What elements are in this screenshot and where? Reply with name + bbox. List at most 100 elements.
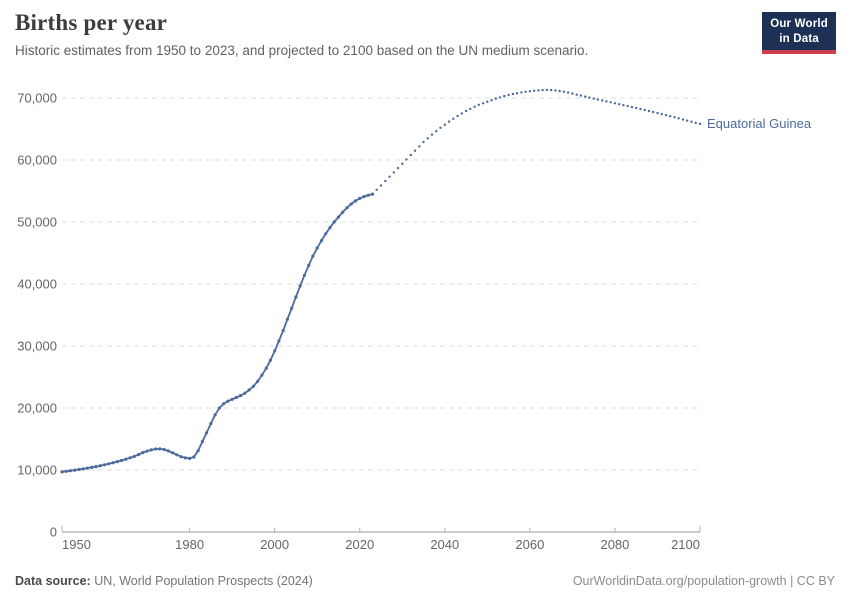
data-point-marker bbox=[141, 451, 145, 455]
data-point-marker bbox=[370, 192, 375, 196]
projection-dot bbox=[507, 93, 510, 97]
projection-dot bbox=[396, 166, 400, 170]
projection-dot bbox=[524, 90, 527, 94]
projection-dot bbox=[618, 103, 621, 106]
projection-dot bbox=[660, 112, 663, 116]
projection-dot bbox=[681, 118, 685, 121]
owid-logo-line1: Our World bbox=[770, 18, 828, 30]
projection-dot bbox=[575, 93, 578, 96]
projection-dot bbox=[698, 122, 702, 126]
projection-dot bbox=[592, 97, 595, 100]
data-source: Data source: UN, World Population Prospe… bbox=[15, 574, 313, 588]
y-axis-label: 30,000 bbox=[17, 339, 57, 354]
projection-dot bbox=[447, 120, 451, 123]
projection-dot bbox=[635, 106, 638, 110]
projection-dot bbox=[477, 103, 480, 107]
projection-dot bbox=[652, 110, 655, 114]
data-point-marker bbox=[132, 454, 136, 458]
y-axis-label: 70,000 bbox=[17, 91, 57, 106]
y-axis-label: 40,000 bbox=[17, 277, 57, 292]
data-point-marker bbox=[171, 451, 175, 455]
data-point-marker bbox=[119, 458, 124, 463]
x-axis-label: 2000 bbox=[260, 537, 289, 552]
x-axis-label: 1980 bbox=[175, 537, 204, 552]
data-point-marker bbox=[115, 460, 119, 464]
data-point-marker bbox=[247, 388, 251, 392]
data-point-marker bbox=[315, 246, 319, 250]
data-point-marker bbox=[124, 457, 128, 461]
projection-dot bbox=[537, 89, 540, 92]
data-point-marker bbox=[162, 447, 166, 452]
data-point-marker bbox=[175, 453, 179, 457]
data-point-marker bbox=[137, 452, 141, 457]
data-point-marker bbox=[149, 448, 153, 452]
data-point-marker bbox=[307, 263, 311, 267]
data-point-marker bbox=[145, 449, 149, 453]
projection-dot bbox=[677, 117, 680, 120]
entity-label: Equatorial Guinea bbox=[707, 116, 812, 131]
data-point-marker bbox=[302, 273, 306, 277]
data-point-marker bbox=[217, 406, 221, 410]
x-axis-label: 2020 bbox=[345, 537, 374, 552]
y-axis-labels: 0 10,000 20,000 30,000 40,000 50,000 60,000 70,… bbox=[17, 91, 57, 540]
chart-subtitle: Historic estimates from 1950 to 2023, an… bbox=[15, 43, 589, 58]
projection-dot bbox=[405, 158, 408, 161]
y-axis-label: 20,000 bbox=[17, 401, 57, 416]
y-axis-label: 60,000 bbox=[17, 153, 57, 168]
data-point-marker bbox=[243, 391, 247, 395]
data-point-marker bbox=[60, 470, 64, 474]
data-point-marker bbox=[264, 366, 268, 370]
projection-dot bbox=[426, 137, 429, 140]
data-point-marker bbox=[111, 461, 115, 465]
data-point-marker bbox=[230, 397, 234, 401]
y-gridlines bbox=[62, 97, 700, 471]
data-point-marker bbox=[332, 220, 336, 224]
x-axis bbox=[61, 526, 701, 533]
projection-dot bbox=[571, 92, 574, 95]
owid-logo-line2: in Data bbox=[779, 32, 819, 45]
data-point-marker bbox=[311, 254, 315, 258]
projected-series bbox=[375, 88, 702, 191]
x-axis-label: 2040 bbox=[430, 537, 459, 552]
data-point-marker bbox=[179, 455, 183, 459]
x-axis-label: 1950 bbox=[62, 537, 91, 552]
y-axis-label: 10,000 bbox=[17, 463, 57, 478]
data-point-marker bbox=[277, 339, 281, 343]
data-point-marker bbox=[107, 462, 111, 466]
projection-dot bbox=[630, 105, 634, 109]
historic-line bbox=[61, 193, 373, 473]
projection-dot bbox=[388, 175, 391, 178]
data-point-marker bbox=[319, 239, 324, 243]
projection-dot bbox=[392, 171, 395, 174]
data-point-marker bbox=[166, 449, 170, 453]
projection-dot bbox=[503, 94, 506, 98]
x-axis-label: 2100 bbox=[671, 537, 700, 552]
y-axis-label: 50,000 bbox=[17, 215, 57, 230]
chart-footer: Data source: UN, World Population Prospe… bbox=[15, 574, 835, 588]
data-point-marker bbox=[298, 284, 302, 288]
projection-dot bbox=[430, 133, 434, 136]
data-point-marker bbox=[341, 210, 345, 214]
projection-dot bbox=[494, 97, 497, 100]
data-point-marker bbox=[226, 399, 230, 403]
projection-dot bbox=[401, 162, 404, 165]
data-point-marker bbox=[324, 232, 328, 236]
data-source-label: Data source: bbox=[15, 574, 91, 588]
projection-dot bbox=[498, 96, 502, 99]
projection-dot bbox=[562, 90, 566, 93]
x-axis-label: 2060 bbox=[515, 537, 544, 552]
data-point-marker bbox=[85, 466, 90, 470]
data-point-marker bbox=[73, 468, 77, 472]
data-point-marker bbox=[196, 449, 200, 453]
projection-dot bbox=[473, 105, 476, 108]
data-point-marker bbox=[213, 413, 217, 417]
data-point-marker bbox=[366, 193, 370, 197]
data-point-marker bbox=[273, 349, 277, 353]
projection-dot bbox=[464, 109, 468, 113]
projection-dot bbox=[566, 91, 570, 94]
projection-dot bbox=[639, 107, 642, 111]
data-point-marker bbox=[328, 226, 332, 230]
data-point-marker bbox=[336, 215, 341, 219]
projection-dot bbox=[673, 116, 676, 119]
